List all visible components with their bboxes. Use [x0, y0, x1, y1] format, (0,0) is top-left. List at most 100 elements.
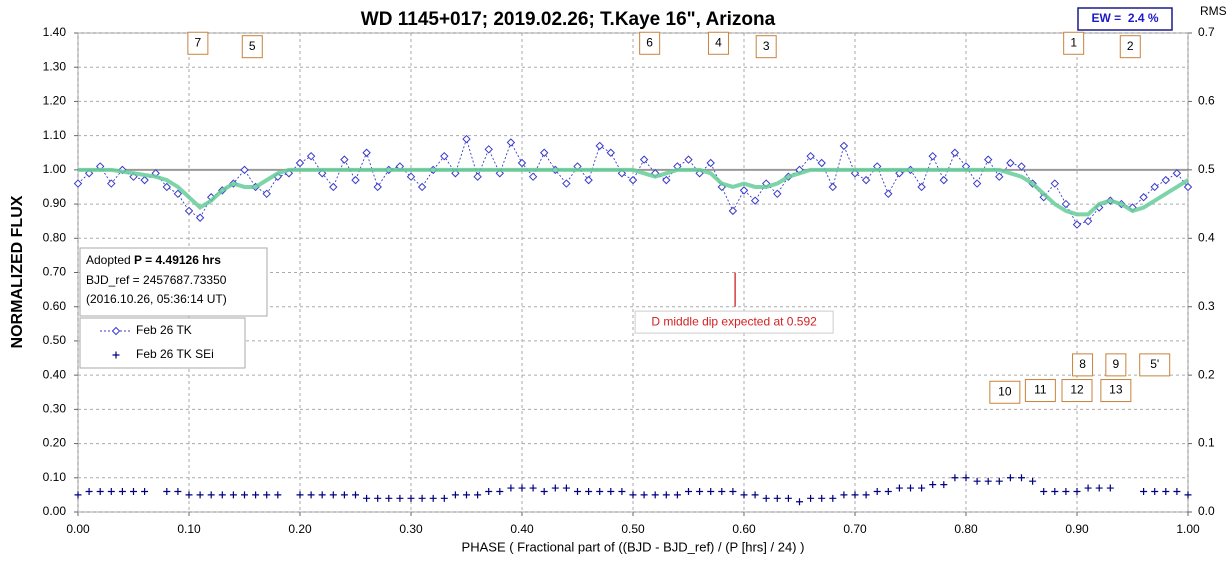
data-point: [1095, 484, 1103, 492]
data-point: [140, 175, 149, 185]
annotation-label: 3: [763, 39, 770, 53]
data-point: [229, 491, 237, 499]
data-point: [917, 182, 926, 192]
data-point: [962, 474, 970, 482]
data-point: [972, 179, 982, 188]
data-point: [1150, 182, 1159, 192]
data-point: [1073, 487, 1081, 495]
data-point: [351, 175, 360, 185]
data-point: [373, 182, 382, 192]
data-point: [562, 179, 571, 188]
data-point: [540, 487, 548, 495]
y-tick-label: 0.50: [43, 333, 67, 347]
data-point: [1139, 193, 1148, 202]
data-point: [806, 151, 815, 161]
data-point: [1029, 477, 1037, 485]
data-point: [861, 175, 871, 185]
data-point: [940, 481, 948, 489]
series-line: [77, 137, 1189, 226]
data-point: [629, 491, 637, 499]
data-point: [1172, 169, 1182, 178]
data-point: [141, 487, 149, 495]
data-point: [562, 484, 570, 492]
data-point: [85, 487, 93, 495]
annotation-label: 11: [1034, 383, 1047, 397]
x-tick-label: 0.10: [177, 522, 201, 536]
data-point: [596, 487, 604, 495]
data-point: [184, 206, 194, 216]
data-point: [362, 148, 371, 157]
data-point: [463, 491, 470, 499]
data-point: [950, 148, 960, 157]
data-point: [340, 155, 349, 164]
data-point: [374, 494, 382, 502]
data-point: [595, 141, 604, 151]
data-point: [418, 494, 426, 502]
data-point: [718, 487, 726, 495]
data-point: [884, 487, 892, 495]
annotation-box: [639, 31, 661, 55]
data-point: [440, 494, 448, 502]
data-point: [352, 491, 359, 499]
y-tick-label: 1.00: [43, 162, 67, 176]
data-point: [118, 487, 126, 495]
data-point: [651, 491, 659, 499]
data-point: [584, 175, 593, 185]
data-point: [112, 351, 120, 359]
legend: [79, 317, 246, 369]
data-point: [107, 487, 115, 495]
data-point: [862, 491, 870, 499]
data-point: [662, 491, 670, 499]
data-point: [1062, 487, 1070, 495]
data-point: [440, 151, 449, 161]
data-point: [1173, 487, 1181, 495]
y-tick-label: 0.80: [43, 230, 67, 244]
y2-axis-label: RMS i: [1200, 4, 1230, 18]
data-point: [606, 148, 616, 157]
data-point: [1140, 487, 1148, 495]
data-point: [739, 186, 749, 195]
data-point: [207, 491, 215, 499]
data-point: [751, 491, 759, 499]
data-point: [706, 158, 715, 168]
data-point: [1017, 162, 1026, 171]
x-tick-label: 0.00: [66, 522, 90, 536]
annotation-label: 6: [646, 35, 653, 49]
annotation-box: [1100, 379, 1132, 403]
data-point: [529, 484, 537, 492]
data-point: [240, 165, 249, 175]
data-point: [684, 155, 693, 164]
ew-box: [1077, 7, 1173, 31]
data-point: [628, 175, 638, 185]
data-point: [884, 189, 893, 199]
annotation-box: [1139, 353, 1171, 377]
data-point: [385, 494, 393, 502]
y-tick-label: 0.00: [43, 504, 67, 518]
data-point: [839, 141, 849, 151]
data-point: [1061, 199, 1071, 209]
data-point: [162, 182, 172, 192]
data-point: [507, 484, 515, 492]
data-point: [762, 494, 770, 502]
legend-label: Feb 26 TK SEi: [136, 347, 214, 361]
data-point: [406, 172, 416, 181]
y-tick-label: 1.40: [43, 25, 67, 39]
annotation-label: 13: [1109, 383, 1123, 397]
data-point: [1183, 182, 1193, 192]
annotation-box: [1119, 35, 1141, 59]
data-point: [473, 172, 482, 181]
annotation-label: 10: [998, 384, 1012, 398]
data-point: [252, 491, 260, 499]
data-point: [729, 487, 737, 495]
data-point: [73, 179, 83, 188]
data-point: [662, 175, 671, 185]
data-point: [1072, 220, 1082, 229]
data-point: [818, 494, 826, 502]
y-tick-label: 0.60: [43, 299, 67, 313]
info-box: [79, 247, 268, 317]
annotation-label: 5': [1150, 357, 1159, 371]
annotation-label: 12: [1070, 383, 1084, 397]
legend-label: Feb 26 TK: [136, 323, 192, 337]
data-point: [295, 158, 305, 168]
data-point: [539, 148, 549, 157]
